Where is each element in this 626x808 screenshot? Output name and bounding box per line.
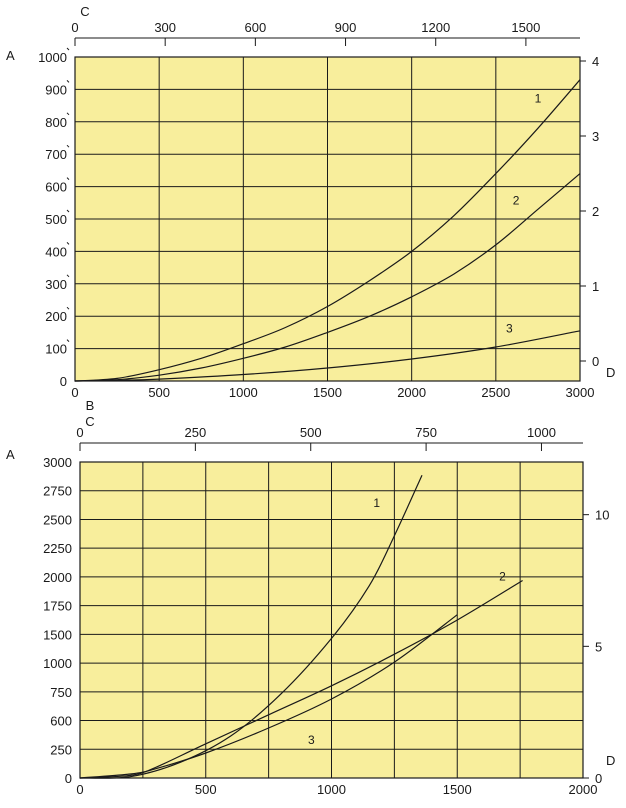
left-tick-label: 3000 — [43, 455, 72, 470]
series-label-3: 3 — [506, 321, 513, 335]
top-tick-label: 900 — [335, 20, 357, 35]
left-tick-label: 600 — [45, 180, 67, 195]
series-label-2: 2 — [513, 193, 520, 207]
left-tick-mark — [66, 242, 70, 245]
axis-letter-top: C — [85, 414, 94, 429]
left-tick-mark — [66, 144, 70, 148]
left-tick-label: 500 — [45, 212, 67, 227]
left-tick-mark — [66, 177, 70, 180]
top-tick-label: 250 — [185, 425, 207, 440]
left-tick-label: 900 — [45, 82, 67, 97]
left-tick-label: 200 — [45, 309, 67, 324]
axis-letter-right: D — [606, 753, 615, 768]
axis-letter-bottom: B — [86, 398, 95, 413]
series-label-1: 1 — [535, 91, 542, 105]
axis-letter-left: A — [6, 48, 15, 63]
bottom-tick-label: 500 — [195, 782, 217, 797]
bottom-tick-label: 2500 — [481, 385, 510, 400]
bottom-tick-label: 2000 — [397, 385, 426, 400]
left-tick-label: 1500 — [43, 627, 72, 642]
left-tick-label: 750 — [50, 685, 72, 700]
right-tick-label: 2 — [592, 204, 599, 219]
axis-letter-top: C — [80, 4, 89, 19]
left-tick-label: 2000 — [43, 570, 72, 585]
right-tick-label: 1 — [592, 279, 599, 294]
top-tick-label: 600 — [245, 20, 267, 35]
left-tick-mark — [66, 209, 70, 213]
left-tick-mark — [66, 306, 70, 310]
right-tick-label: 0 — [595, 771, 602, 786]
axis-letter-left: A — [6, 447, 15, 462]
left-tick-label: 2750 — [43, 484, 72, 499]
series-label-2: 2 — [499, 570, 506, 584]
left-tick-label: 100 — [45, 342, 67, 357]
right-tick-label: 10 — [595, 508, 609, 523]
bottom-tick-label: 2000 — [569, 782, 598, 797]
bottom-tick-label: 1500 — [443, 782, 472, 797]
right-tick-label: 0 — [592, 354, 599, 369]
left-tick-label: 250 — [50, 742, 72, 757]
right-tick-label: 4 — [592, 54, 599, 69]
left-tick-label: 0 — [65, 771, 72, 786]
bottom-tick-label: 0 — [71, 385, 78, 400]
left-tick-mark — [66, 274, 70, 278]
left-tick-label: 300 — [45, 277, 67, 292]
left-tick-label: 600 — [50, 714, 72, 729]
left-tick-label: 800 — [45, 115, 67, 130]
left-tick-mark — [66, 80, 70, 83]
left-tick-label: 0 — [60, 374, 67, 389]
top-tick-label: 0 — [76, 425, 83, 440]
left-tick-label: 400 — [45, 244, 67, 259]
left-tick-label: 1750 — [43, 599, 72, 614]
bottom-tick-label: 1500 — [313, 385, 342, 400]
top-tick-label: 500 — [300, 425, 322, 440]
series-line-2 — [74, 173, 581, 382]
series-label-3: 3 — [308, 733, 315, 747]
top-tick-label: 1000 — [527, 425, 556, 440]
bottom-tick-label: 1000 — [229, 385, 258, 400]
right-tick-label: 5 — [595, 639, 602, 654]
left-tick-mark — [66, 47, 70, 51]
axis-letter-right: D — [606, 365, 615, 380]
bottom-tick-label: 500 — [148, 385, 170, 400]
bottom-tick-label: 1000 — [317, 782, 346, 797]
series-line-3 — [79, 614, 458, 779]
series-label-1: 1 — [373, 496, 380, 510]
top-tick-label: 1200 — [421, 20, 450, 35]
left-tick-mark — [66, 112, 70, 116]
left-tick-label: 700 — [45, 147, 67, 162]
top-tick-label: 1500 — [511, 20, 540, 35]
left-tick-label: 1000 — [43, 656, 72, 671]
right-tick-label: 3 — [592, 129, 599, 144]
top-tick-label: 300 — [154, 20, 176, 35]
series-line-3 — [74, 330, 581, 382]
series-line-1 — [74, 79, 581, 382]
bottom-tick-label: 3000 — [566, 385, 595, 400]
left-tick-mark — [66, 339, 70, 342]
left-tick-label: 2500 — [43, 512, 72, 527]
series-line-1 — [79, 474, 423, 779]
left-tick-label: 1000 — [38, 50, 67, 65]
top-tick-label: 750 — [415, 425, 437, 440]
series-line-2 — [79, 579, 523, 779]
top-tick-label: 0 — [71, 20, 78, 35]
left-tick-label: 2250 — [43, 541, 72, 556]
bottom-tick-label: 0 — [76, 782, 83, 797]
